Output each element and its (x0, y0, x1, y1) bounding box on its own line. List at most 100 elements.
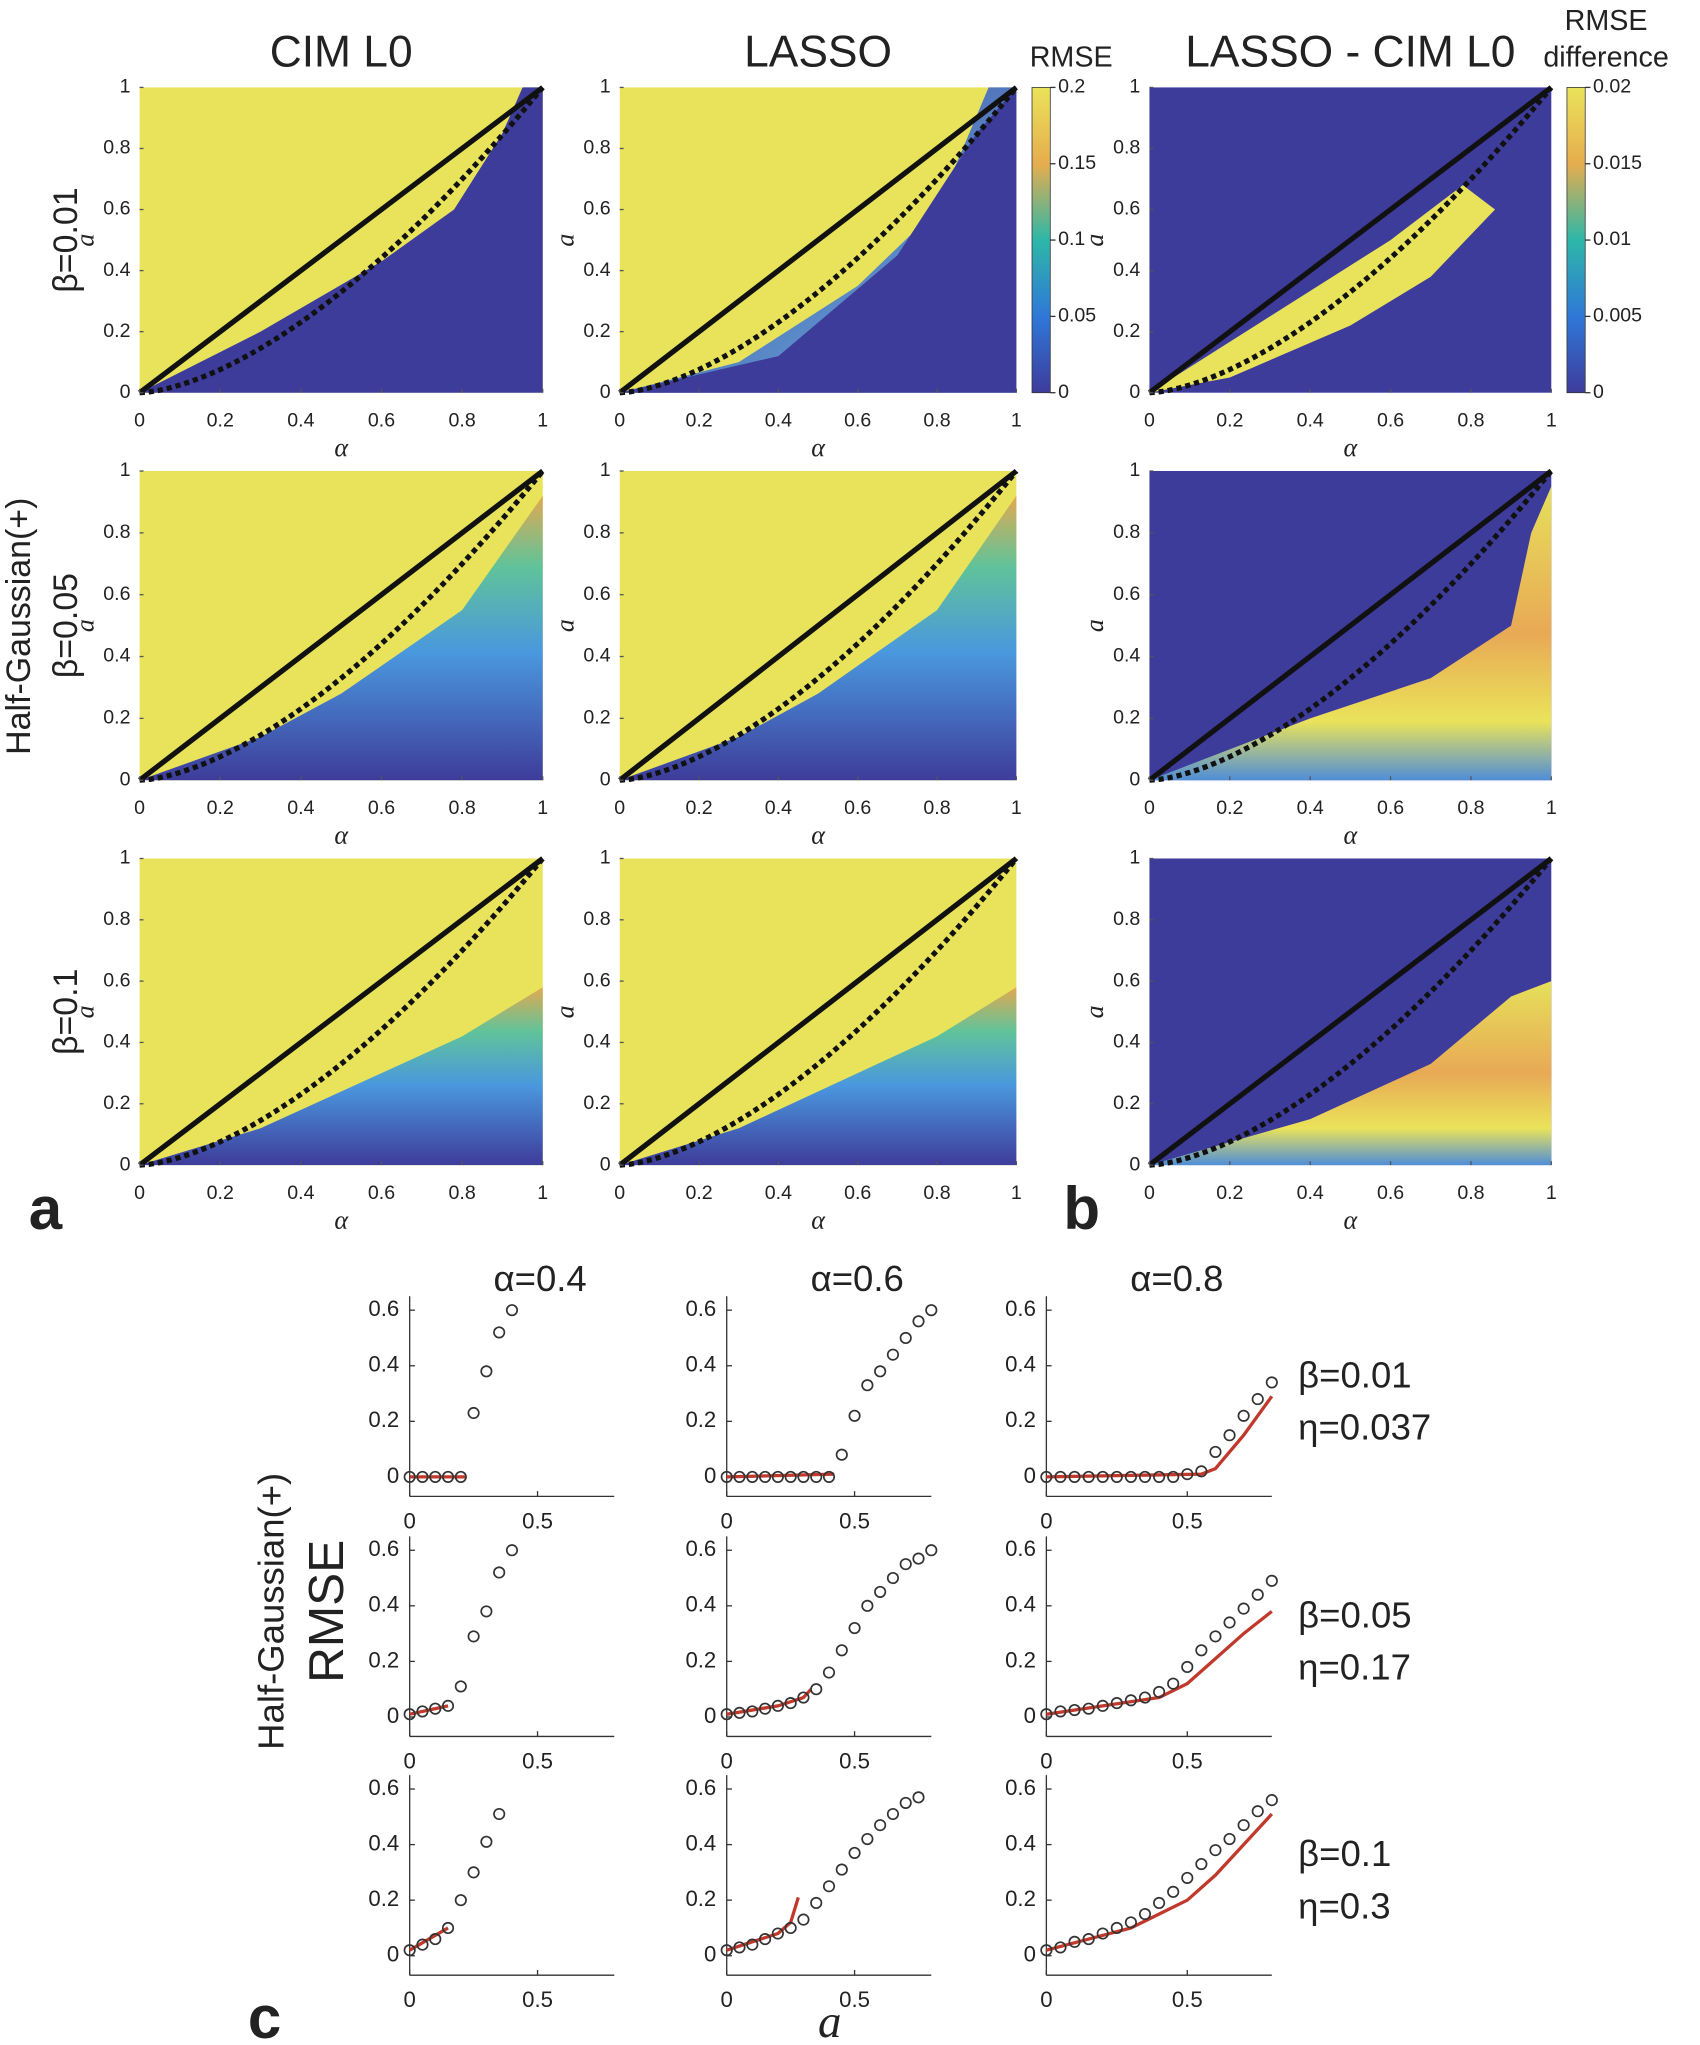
colorbar-tick-label: 0 (1058, 381, 1069, 403)
y-tick-label: 0.4 (583, 1031, 610, 1053)
reference-line (618, 856, 1018, 1168)
data-point (1181, 1871, 1194, 1884)
data-point (874, 1585, 887, 1598)
data-point (1068, 1470, 1081, 1483)
x-tick-label: 0.4 (1297, 797, 1324, 819)
y-tick-label: 0.2 (1113, 320, 1140, 342)
x-tick-label: 0.2 (1216, 1182, 1243, 1204)
data-point (1181, 1468, 1194, 1481)
colorbar-label: difference (1543, 41, 1668, 73)
y-tick-label: 0.2 (103, 1092, 130, 1114)
y-tick-label: 0.8 (583, 908, 610, 930)
y-tick-label: 0.4 (583, 259, 610, 281)
data-point (899, 1558, 912, 1571)
heatmap-region (139, 495, 543, 781)
y-tick-label: 0.4 (1005, 1830, 1036, 1855)
colorbar-tick-label: 0.015 (1593, 152, 1642, 174)
y-tick-label: 0.2 (368, 1647, 399, 1672)
y-tick-label: 0.4 (368, 1830, 399, 1855)
data-point (1068, 1935, 1081, 1948)
data-point (1110, 1697, 1123, 1710)
data-point (1110, 1921, 1123, 1935)
x-tick-label: 0 (134, 797, 145, 819)
x-tick-label: 0.4 (287, 1182, 314, 1204)
data-point (416, 1470, 429, 1483)
y-tick-label: 0 (1129, 768, 1140, 790)
x-tick-label: 1 (1011, 1182, 1022, 1204)
data-point (720, 1944, 733, 1957)
data-point (1223, 1832, 1236, 1846)
y-axis-label: a (70, 1005, 99, 1018)
annotation: β=0.05 (1298, 1594, 1411, 1635)
y-tick-label: 0.2 (368, 1407, 399, 1432)
y-tick-label: 1 (120, 76, 131, 98)
heatmap-region (139, 987, 543, 1166)
x-tick-label: 0 (1144, 1182, 1155, 1204)
data-point (1223, 1616, 1236, 1629)
x-tick-label: 0.6 (368, 797, 395, 819)
x-tick-label: 0.8 (449, 410, 476, 432)
data-point (1096, 1470, 1109, 1483)
x-tick-label: 0.5 (839, 1987, 870, 2012)
data-point (1251, 1805, 1264, 1818)
x-tick-label: 0 (1040, 1508, 1052, 1533)
x-tick-label: 0.4 (765, 797, 792, 819)
data-point (771, 1699, 784, 1712)
data-point (429, 1702, 442, 1715)
data-point (1167, 1677, 1180, 1690)
data-point (1040, 1470, 1053, 1483)
data-point (1153, 1685, 1166, 1699)
reference-line (138, 468, 545, 783)
data-point (1124, 1470, 1137, 1483)
colorbar-tick-label: 0.005 (1593, 305, 1642, 327)
colorbar (1566, 87, 1586, 394)
y-tick-label: 0.2 (685, 1647, 716, 1672)
x-tick-label: 0.2 (685, 410, 712, 432)
reference-line (1147, 85, 1553, 395)
data-point (810, 1470, 823, 1483)
x-tick-label: 1 (537, 1182, 548, 1204)
data-point (1195, 1644, 1208, 1657)
data-point (416, 1705, 429, 1718)
y-tick-label: 1 (120, 459, 131, 481)
annotation: η=0.037 (1298, 1407, 1431, 1448)
x-tick-label: 1 (1546, 410, 1557, 432)
data-point (1054, 1470, 1067, 1483)
annotation: η=0.3 (1298, 1885, 1390, 1926)
data-point (1181, 1660, 1194, 1674)
data-point (1251, 1393, 1264, 1406)
x-tick-label: 0.6 (844, 1182, 871, 1204)
y-tick-label: 0.2 (1005, 1647, 1036, 1672)
x-tick-label: 0.2 (207, 797, 234, 819)
data-point (467, 1630, 480, 1643)
data-point (771, 1927, 784, 1940)
y-tick-label: 1 (120, 847, 131, 869)
group-label: Half-Gaussian(+) (0, 498, 38, 755)
data-point (848, 1846, 861, 1859)
y-tick-label: 0.4 (1113, 1031, 1140, 1053)
y-tick-label: 0.2 (1005, 1407, 1036, 1432)
y-tick-label: 0 (1129, 381, 1140, 403)
data-point (886, 1807, 900, 1821)
x-axis-label: α (1344, 1205, 1359, 1234)
x-axis-label: α (334, 433, 349, 462)
y-tick-label: 1 (1129, 459, 1140, 481)
y-tick-label: 0.4 (368, 1352, 399, 1377)
data-point (1195, 1465, 1208, 1478)
y-tick-label: 0 (387, 1942, 399, 1967)
x-axis-label: α (1344, 433, 1359, 462)
y-tick-label: 0.4 (1005, 1592, 1036, 1617)
data-point (1167, 1470, 1180, 1483)
data-point (771, 1470, 784, 1483)
data-point (454, 1470, 467, 1483)
data-point (784, 1470, 797, 1483)
x-tick-label: 0.4 (1297, 1182, 1324, 1204)
data-point (467, 1406, 480, 1420)
data-point (1110, 1470, 1123, 1483)
x-tick-label: 1 (537, 410, 548, 432)
colorbar-tick-label: 0.05 (1058, 305, 1096, 327)
reference-curve (619, 469, 1019, 783)
y-tick-label: 0 (120, 381, 131, 403)
x-tick-label: 0.2 (207, 410, 234, 432)
y-tick-label: 0.6 (583, 198, 610, 220)
